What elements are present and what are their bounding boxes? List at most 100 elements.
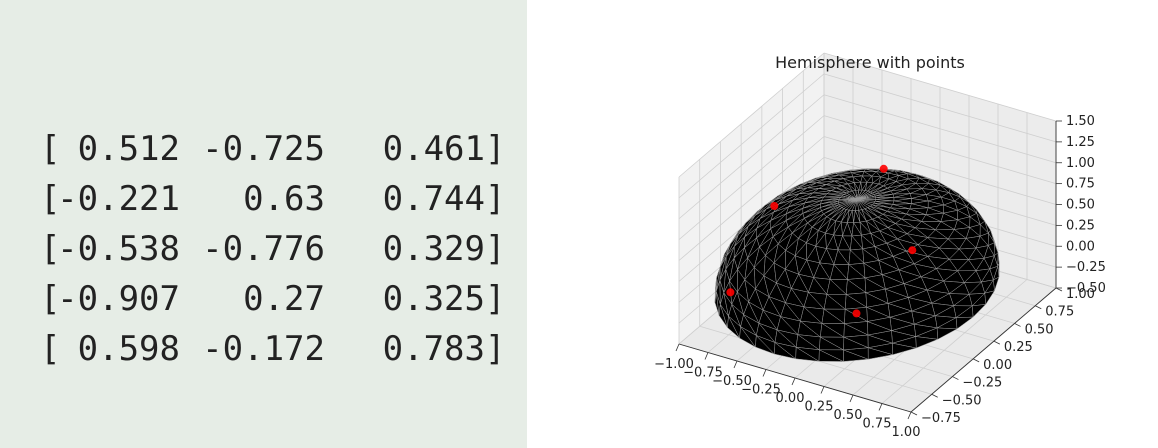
surface-face [843,336,869,351]
y-axis-line [910,287,1057,413]
grid-line [678,94,825,220]
x-tick [849,394,854,403]
y-tick-label: −0.25 [962,376,1002,391]
y-tick-label: −0.50 [942,393,982,408]
matrix-cell: 0.63 [243,179,325,219]
surface-face [852,190,858,200]
x-tick [733,360,738,369]
y-tick [993,340,1001,345]
matrix-cell: 0.744 [382,179,485,219]
x-tick-label: 0.00 [776,391,805,406]
surface-face [840,197,858,200]
surface-face [856,189,860,200]
z-tick-label: 1.25 [1066,135,1095,150]
matrix-cell: -0.221 [57,179,180,219]
x-tick-label: −0.75 [683,366,723,381]
y-tick [1055,287,1063,292]
surface-face [856,192,873,200]
matrix-cell: 0.461 [382,129,485,169]
grid-line [823,94,1057,164]
matrix-row: [-0.221 0.63 0.744] [40,174,505,224]
y-tick-label: −0.75 [921,411,961,426]
surface-face [856,194,875,200]
surface-face [856,190,869,200]
matrix-open-bracket: [ [40,329,61,369]
x-tick-label: 0.25 [805,400,834,415]
chart-title: Hemisphere with points [775,53,965,72]
y-tick-label: 0.00 [983,358,1012,373]
z-tick-label: 0.75 [1066,177,1095,192]
x-tick [878,403,883,411]
grid-line [823,52,1057,122]
matrix-cell: -0.907 [57,279,180,319]
y-tick-label: 0.25 [1004,340,1033,355]
x-tick-label: 0.75 [863,417,892,432]
y-tick [931,393,938,398]
y-tick-label: 0.50 [1025,322,1054,337]
matrix-close-bracket: ] [485,229,506,269]
y-tick [972,358,980,363]
grid-line [678,73,825,199]
surface-face [841,195,858,200]
matrix-cell: 0.27 [243,279,325,319]
y-tick [910,411,918,416]
x-tick [762,369,767,377]
plot-panel: −1.00 −0.75 −0.50 −0.25 0.00 0.25 0.50 0.75 1.00… [527,0,1158,448]
x-tick [820,386,825,394]
x-tick [791,377,796,386]
matrix-close-bracket: ] [485,329,506,369]
data-point [879,164,888,173]
matrix-close-bracket: ] [485,279,506,319]
matrix-cell: -0.538 [57,229,180,269]
matrix-open-bracket: [ [40,229,61,269]
grid-line [823,136,1057,205]
matrix-cell: 0.512 [77,129,180,169]
z-tick-label: −0.50 [1066,281,1106,296]
x-tick-label: 1.00 [892,425,921,440]
surface-face [855,190,858,200]
data-point [770,202,779,210]
y-tick [1035,305,1042,310]
surface-face [856,195,876,200]
z-tick-label: 1.50 [1066,114,1095,129]
points-matrix: [0.512 -0.725 0.461][-0.221 0.63 0.744][-0.5… [40,124,505,374]
y-tick-label: 1.00 [1066,287,1095,302]
matrix-cell: -0.172 [202,329,325,369]
matrix-cell: 0.329 [382,229,485,269]
x-tick [704,352,709,360]
x-tick [675,343,680,352]
data-point [852,309,861,318]
matrix-close-bracket: ] [485,129,506,169]
y-tick [952,376,959,380]
surface-face [843,194,858,200]
z-tick-label: 0.50 [1066,198,1095,213]
surface-face [849,191,858,200]
data-point [726,288,735,297]
surface-face [819,349,844,362]
y-tick [1014,323,1021,327]
matrix-cell: -0.725 [202,129,325,169]
surface-face [856,189,863,200]
grid-line [881,279,1028,404]
z-tick-label: 0.25 [1066,218,1095,233]
matrix-row: [0.598 -0.172 0.783] [40,324,505,374]
matrix-row: [0.512 -0.725 0.461] [40,124,505,174]
grid-line [678,52,825,178]
surface-face [856,191,871,200]
surface-face [856,190,866,200]
y-tick-label: 0.75 [1045,305,1074,320]
matrix-open-bracket: [ [40,179,61,219]
matrix-close-bracket: ] [485,179,506,219]
matrix-cell: -0.776 [202,229,325,269]
matrix-row: [-0.538 -0.776 0.329] [40,224,505,274]
matrix-panel: [0.512 -0.725 0.461][-0.221 0.63 0.744][-0.5… [0,0,527,448]
matrix-cell: 0.783 [382,329,485,369]
matrix-row: [-0.907 0.27 0.325] [40,274,505,324]
matrix-open-bracket: [ [40,279,61,319]
grid-line [678,115,825,240]
grid-line [678,136,825,261]
x-tick-label: −0.25 [741,383,781,398]
matrix-cell: 0.325 [382,279,485,319]
grid-line [823,115,1057,185]
x-tick-label: −0.50 [712,374,752,389]
